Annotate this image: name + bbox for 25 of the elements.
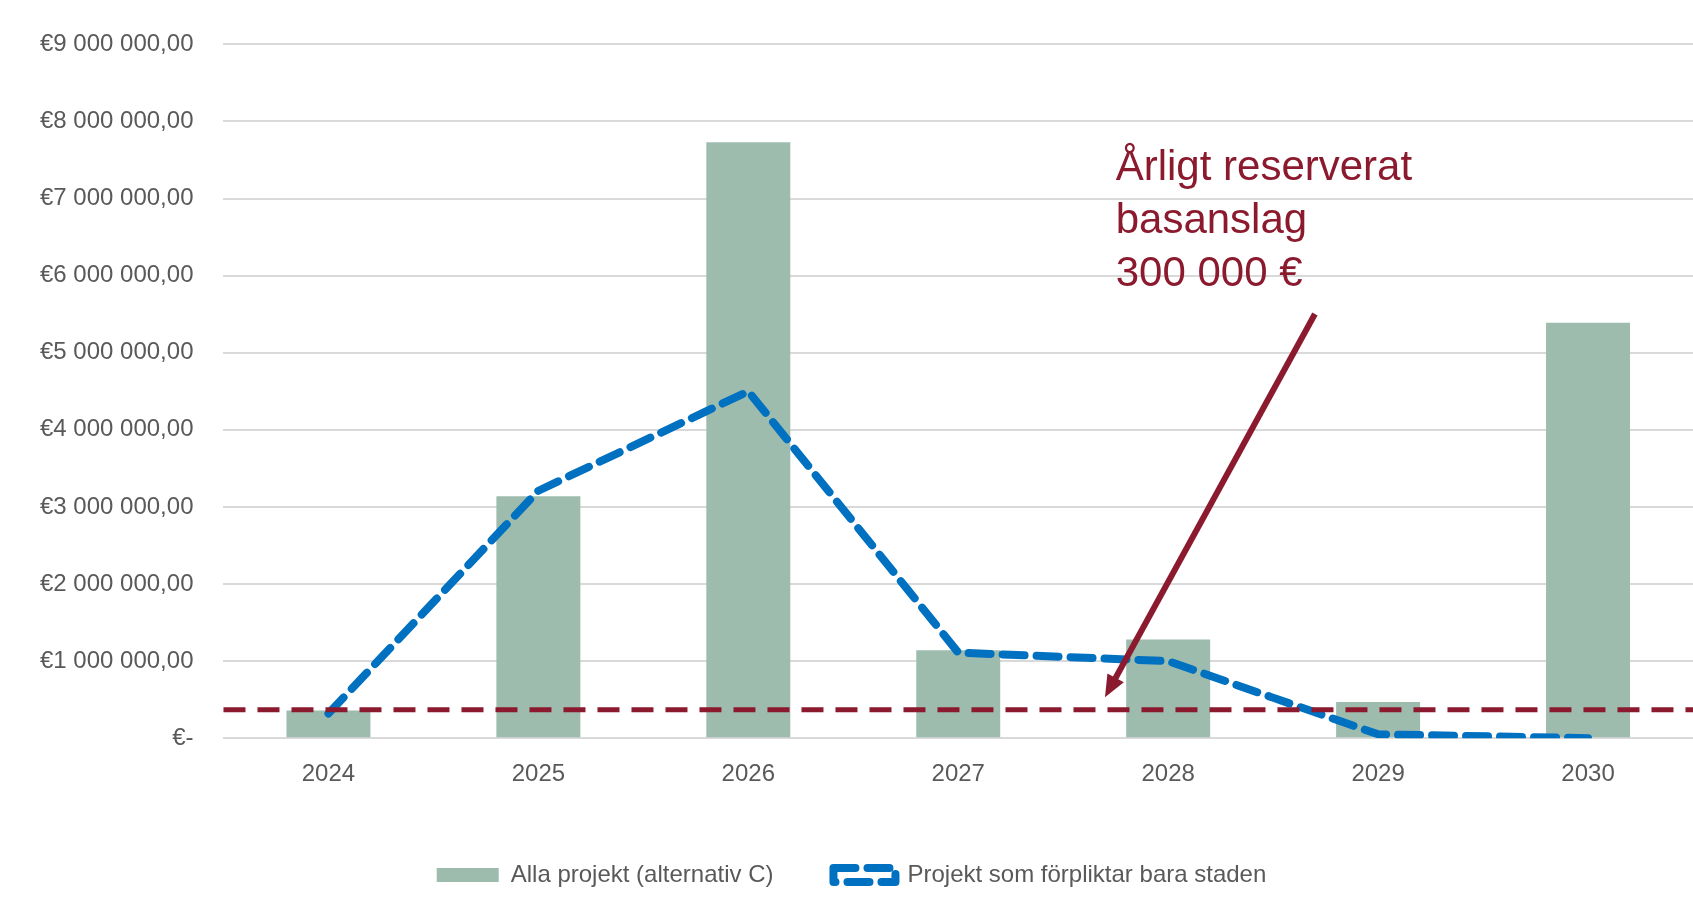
x-tick-label: 2027 (931, 759, 985, 787)
y-tick-label: €3 000 000,00 (40, 491, 194, 519)
y-tick-label: €7 000 000,00 (40, 183, 194, 211)
y-tick-label: €9 000 000,00 (40, 29, 194, 57)
x-tick-label: 2025 (511, 759, 566, 787)
y-tick-label: €8 000 000,00 (40, 106, 194, 134)
x-tick-label: 2024 (301, 759, 356, 787)
x-tick-label: 2028 (1141, 759, 1195, 787)
bar (916, 650, 1001, 738)
y-tick-label: €5 000 000,00 (40, 337, 194, 365)
bar (496, 496, 581, 738)
y-tick-label: €- (172, 722, 194, 750)
legend-label: Alla projekt (alternativ C) (510, 859, 774, 887)
y-tick-label: €4 000 000,00 (40, 414, 194, 442)
x-tick-label: 2026 (721, 759, 775, 787)
bar (1546, 322, 1631, 738)
y-tick-label: €2 000 000,00 (40, 568, 194, 596)
bar (706, 142, 791, 738)
y-tick-label: €1 000 000,00 (40, 645, 194, 673)
legend-label: Projekt som förpliktar bara staden (907, 859, 1267, 887)
x-tick-label: 2029 (1351, 759, 1405, 787)
x-tick-label: 2030 (1561, 759, 1615, 787)
bar (286, 710, 371, 738)
ref-line-label: Årligt reserverat basanslag 300 000 € (1115, 141, 1413, 298)
y-tick-label: €6 000 000,00 (40, 260, 194, 288)
